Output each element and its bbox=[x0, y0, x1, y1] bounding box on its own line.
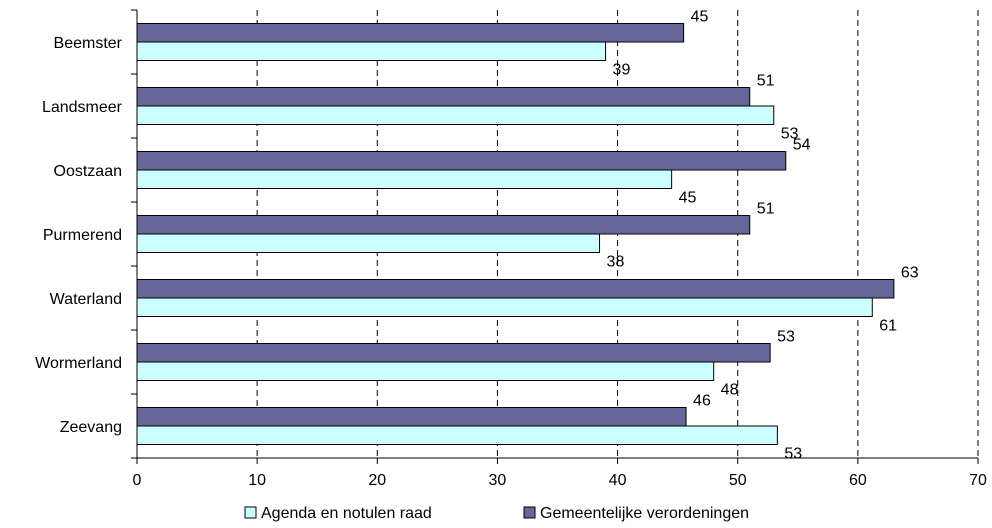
data-label: 45 bbox=[679, 190, 697, 207]
data-label: 61 bbox=[879, 318, 897, 335]
x-tick-label: 70 bbox=[969, 472, 987, 489]
bar bbox=[136, 279, 895, 299]
legend-label: Agenda en notulen raad bbox=[261, 505, 432, 522]
category-label: Oostzaan bbox=[54, 163, 122, 180]
bar bbox=[136, 169, 673, 189]
data-label: 53 bbox=[784, 446, 802, 463]
bar bbox=[136, 87, 751, 107]
x-tick-label: 20 bbox=[368, 472, 386, 489]
data-label: 53 bbox=[777, 329, 795, 346]
x-tick-label: 0 bbox=[133, 472, 142, 489]
x-tick-label: 60 bbox=[849, 472, 867, 489]
bar bbox=[136, 297, 873, 317]
x-tick-label: 30 bbox=[489, 472, 507, 489]
legend-swatch bbox=[523, 506, 536, 519]
legend: Agenda en notulen raad Gemeentelijke vero… bbox=[244, 505, 749, 522]
bar bbox=[136, 407, 687, 427]
x-tick-label: 10 bbox=[248, 472, 266, 489]
bar bbox=[136, 105, 775, 125]
bar bbox=[136, 361, 715, 381]
data-label: 63 bbox=[901, 265, 919, 282]
category-label: Landsmeer bbox=[42, 99, 123, 116]
bar bbox=[136, 215, 751, 235]
legend-label: Gemeentelijke verordeningen bbox=[540, 505, 749, 522]
data-label: 45 bbox=[691, 9, 709, 26]
data-label: 51 bbox=[757, 73, 775, 90]
category-label: Waterland bbox=[50, 291, 122, 308]
data-label: 38 bbox=[607, 254, 625, 271]
bar bbox=[136, 233, 601, 253]
category-label: Wormerland bbox=[35, 355, 122, 372]
data-label: 53 bbox=[781, 126, 799, 143]
category-label: Zeevang bbox=[60, 419, 122, 436]
data-label: 48 bbox=[721, 382, 739, 399]
x-tick-label: 40 bbox=[609, 472, 627, 489]
data-label: 46 bbox=[693, 393, 711, 410]
bar bbox=[136, 343, 771, 363]
axes: Beemster Landsmeer Oostzaan Purmerend Waterl… bbox=[35, 9, 987, 489]
data-label: 39 bbox=[613, 62, 631, 79]
category-label: Beemster bbox=[54, 35, 123, 52]
bar bbox=[136, 41, 607, 61]
data-label: 54 bbox=[793, 137, 811, 154]
x-tick-label: 50 bbox=[729, 472, 747, 489]
bar bbox=[136, 151, 787, 171]
legend-swatch bbox=[244, 506, 257, 519]
bar bbox=[136, 425, 778, 445]
data-label: 51 bbox=[757, 201, 775, 218]
category-label: Purmerend bbox=[43, 227, 122, 244]
bar bbox=[136, 23, 685, 43]
